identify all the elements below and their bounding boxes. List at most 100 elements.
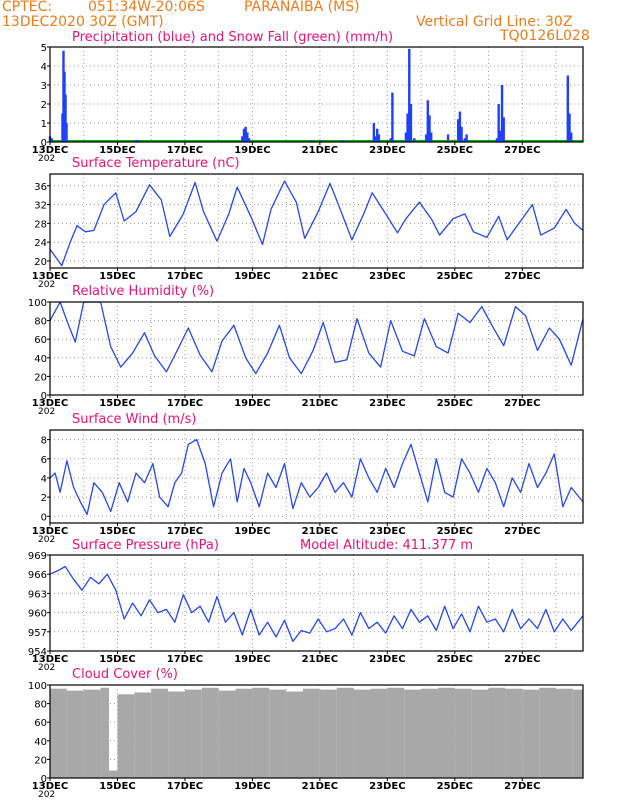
x-tick-label: 15DEC xyxy=(99,781,135,792)
x-tick-label: 19DEC xyxy=(234,398,270,409)
x-tick-label: 19DEC xyxy=(234,271,270,282)
precip-bar xyxy=(495,138,499,142)
precip-bar xyxy=(413,138,416,142)
precip-bar xyxy=(65,123,68,142)
x-tick-label: 19DEC xyxy=(234,654,270,665)
cloud-bar xyxy=(303,688,320,778)
panel-1: Surface Temperature (nC) 20 24 28 32 36 13DEC 1… xyxy=(32,156,584,290)
precip-bar xyxy=(50,138,53,142)
cloud-bar xyxy=(404,689,422,778)
x-tick-label: 13DEC xyxy=(32,398,68,409)
y-tick-label: 28 xyxy=(34,219,47,230)
panel-title: Surface Wind (m/s) xyxy=(72,412,196,427)
x-tick-label: 27DEC xyxy=(504,654,540,665)
cloud-bar xyxy=(505,688,523,778)
precip-bar xyxy=(372,123,376,142)
cloud-bar xyxy=(488,687,506,778)
precip-bar xyxy=(247,138,251,142)
cloud-bar xyxy=(184,689,202,778)
precip-bar xyxy=(64,94,67,142)
precip-bar xyxy=(460,126,463,142)
cloud-bar xyxy=(201,687,219,778)
x-year-fragment: 202 xyxy=(38,280,55,290)
cloud-bar xyxy=(252,687,270,778)
y-tick-label: 36 xyxy=(34,182,47,193)
series-line xyxy=(49,301,584,375)
x-tick-label: 17DEC xyxy=(167,526,203,537)
x-tick-label: 27DEC xyxy=(504,526,540,537)
precip-bar xyxy=(376,128,379,142)
precip-bar xyxy=(456,119,460,142)
cloud-bar xyxy=(353,689,371,778)
precip-bar xyxy=(446,134,450,142)
x-tick-label: 27DEC xyxy=(504,145,540,156)
cloud-bar xyxy=(370,688,388,778)
x-tick-label: 25DEC xyxy=(437,654,473,665)
x-tick-label: 17DEC xyxy=(167,145,203,156)
header-location: PARANAIBA (MS) xyxy=(244,0,360,15)
cloud-bar xyxy=(336,687,354,778)
y-tick-label: 0 xyxy=(41,512,47,523)
x-tick-label: 13DEC xyxy=(32,526,68,537)
y-tick-label: 966 xyxy=(28,570,47,581)
x-tick-label: 23DEC xyxy=(369,145,405,156)
y-tick-label: 3 xyxy=(41,81,47,92)
panel-frame xyxy=(49,684,584,779)
y-tick-label: 60 xyxy=(34,335,47,346)
y-tick-label: 2 xyxy=(41,100,47,111)
y-tick-label: 957 xyxy=(28,628,47,639)
x-tick-label: 13DEC xyxy=(32,781,68,792)
y-tick-label: 100 xyxy=(28,298,47,309)
cloud-bar xyxy=(168,691,185,778)
y-tick-label: 5 xyxy=(41,43,47,54)
y-tick-label: 2 xyxy=(41,493,47,504)
x-tick-label: 21DEC xyxy=(302,398,338,409)
x-tick-label: 15DEC xyxy=(99,526,135,537)
x-tick-label: 21DEC xyxy=(302,145,338,156)
y-tick-label: 8 xyxy=(41,436,47,447)
precip-bar xyxy=(569,132,573,142)
cloud-bar xyxy=(109,770,118,778)
precip-bar xyxy=(502,117,505,142)
x-tick-label: 15DEC xyxy=(99,145,135,156)
x-tick-label: 23DEC xyxy=(369,526,405,537)
x-tick-label: 27DEC xyxy=(504,781,540,792)
panel-title: Surface Temperature (nC) xyxy=(72,156,240,171)
panel-title: Relative Humidity (%) xyxy=(72,284,214,299)
cloud-bar xyxy=(471,689,489,778)
x-year-fragment: 202 xyxy=(38,663,55,673)
header-grid-note: Vertical Grid Line: 30Z xyxy=(416,14,573,30)
cloud-bar xyxy=(218,690,236,778)
y-tick-label: 40 xyxy=(34,737,47,748)
y-tick-label: 0 xyxy=(41,391,47,402)
x-tick-label: 23DEC xyxy=(369,781,405,792)
cloud-bar xyxy=(319,689,337,778)
precip-bar xyxy=(241,136,244,142)
y-tick-label: 60 xyxy=(34,718,47,729)
cloud-bar xyxy=(83,689,101,778)
x-tick-label: 27DEC xyxy=(504,398,540,409)
panel-frame xyxy=(49,46,584,143)
precip-bar xyxy=(377,134,381,142)
x-tick-label: 13DEC xyxy=(32,145,68,156)
cloud-bar xyxy=(522,689,540,778)
x-tick-label: 25DEC xyxy=(437,398,473,409)
precip-bar xyxy=(500,85,504,142)
precip-bar xyxy=(374,136,377,142)
precip-bar xyxy=(244,126,247,142)
header-source: CPTEC: xyxy=(2,0,53,15)
y-tick-label: 32 xyxy=(34,201,47,212)
x-year-fragment: 202 xyxy=(38,535,55,545)
precip-bar xyxy=(424,134,428,142)
cloud-bar xyxy=(454,688,472,778)
precip-bar xyxy=(136,140,139,142)
header-run-time: 13DEC2020 30Z (GMT) xyxy=(2,14,164,30)
cloud-bar xyxy=(387,687,405,778)
x-tick-label: 19DEC xyxy=(234,781,270,792)
cloud-bar xyxy=(100,687,110,778)
panel-title: Surface Pressure (hPa) xyxy=(72,538,219,553)
x-tick-label: 21DEC xyxy=(302,781,338,792)
cloud-bar xyxy=(151,688,169,778)
x-tick-label: 15DEC xyxy=(99,398,135,409)
precip-bar xyxy=(340,140,344,142)
